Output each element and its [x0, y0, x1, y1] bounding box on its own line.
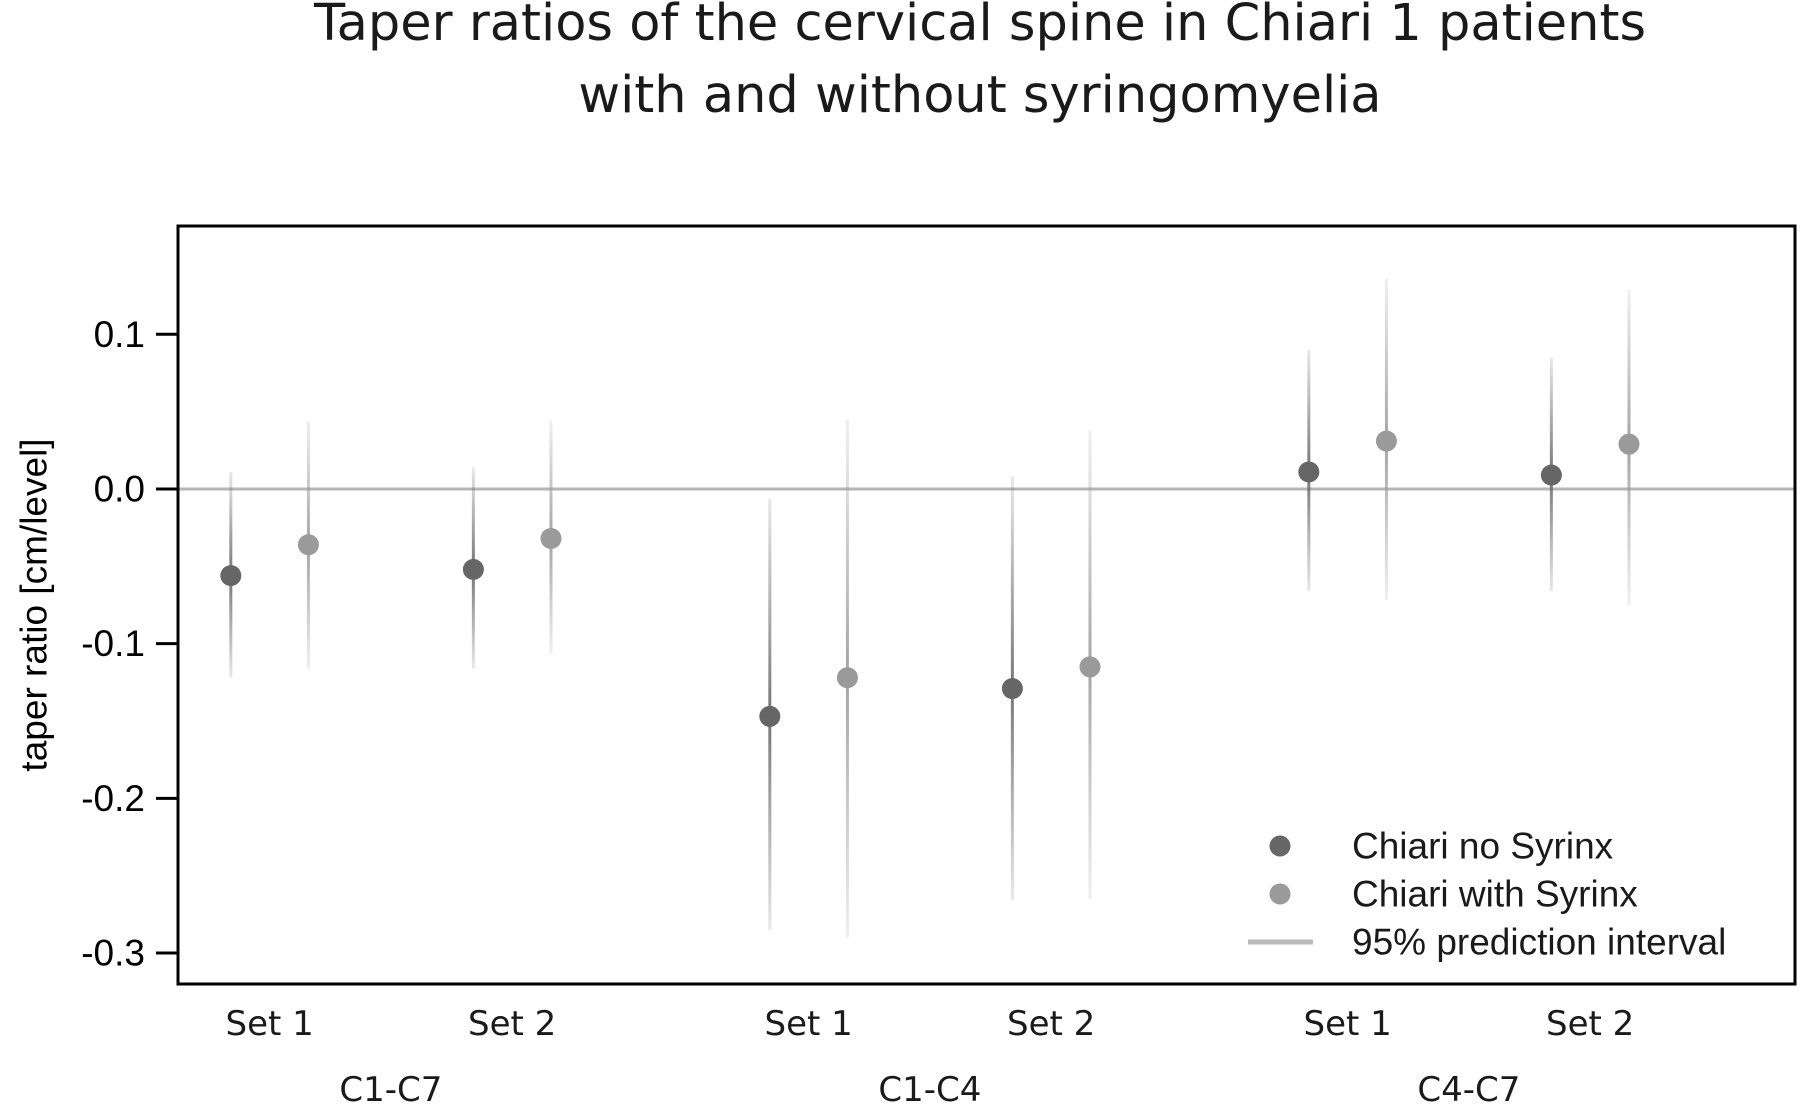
group-label: C1-C4 [878, 1070, 981, 1110]
y-tick-label: 0.1 [94, 314, 145, 355]
legend-label: Chiari no Syrinx [1352, 826, 1614, 867]
data-point [1540, 464, 1562, 486]
y-tick-label: -0.1 [81, 623, 145, 664]
y-axis-label: taper ratio [cm/level] [14, 438, 55, 771]
legend: Chiari no Syrinx Chiari with Syrinx 95% pr… [1248, 826, 1726, 963]
legend-marker [1269, 883, 1291, 905]
y-tick-label: 0.0 [94, 468, 145, 509]
x-axis-categories: Set 1 Set 2 C1-C7 Set 1 Set 2 C1-C4 Set 1 Set 2… [225, 1004, 1634, 1110]
set-label: Set 1 [764, 1004, 852, 1044]
set-label: Set 2 [468, 1004, 556, 1044]
set-label: Set 1 [225, 1004, 313, 1044]
data-point [1618, 433, 1640, 455]
set-label: Set 1 [1303, 1004, 1391, 1044]
group-label: C1-C7 [339, 1070, 442, 1110]
data-point [1001, 678, 1023, 700]
data-point [462, 558, 484, 580]
y-tick-label: -0.3 [81, 933, 145, 974]
legend-label: Chiari with Syrinx [1352, 874, 1638, 915]
data-point [1079, 656, 1101, 678]
legend-label: 95% prediction interval [1352, 922, 1726, 963]
chart-title-line-1: Taper ratios of the cervical spine in Ch… [313, 0, 1646, 53]
y-axis: 0.1 0.0 -0.1 -0.2 -0.3 [81, 314, 178, 974]
data-point-layer [220, 430, 1640, 727]
data-point [540, 527, 562, 549]
data-point [836, 667, 858, 689]
data-point [759, 705, 781, 727]
plot-frame [176, 224, 1797, 986]
legend-marker [1269, 835, 1291, 857]
data-point [1298, 461, 1320, 483]
data-point [220, 565, 242, 587]
chart-title-line-2: with and without syringomyelia [578, 66, 1381, 125]
data-point [297, 534, 319, 556]
data-point [1375, 430, 1397, 452]
set-label: Set 2 [1546, 1004, 1634, 1044]
group-label: C4-C7 [1417, 1070, 1520, 1110]
y-tick-label: -0.2 [81, 778, 145, 819]
set-label: Set 2 [1007, 1004, 1095, 1044]
chart-title: Taper ratios of the cervical spine in Ch… [313, 0, 1646, 125]
